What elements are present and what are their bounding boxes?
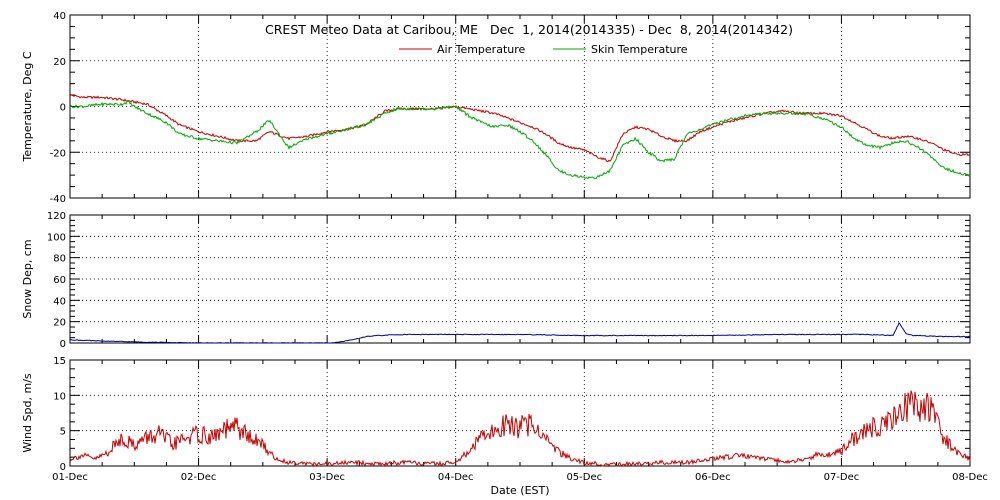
x-tick-label: 01-Dec (52, 472, 88, 483)
x-tick-label: 08-Dec (952, 472, 988, 483)
wind-speed-y-axis-label: Wind Spd, m/s (21, 373, 34, 453)
wind-speed-plot-frame (69, 359, 971, 467)
snow-depth-ytick-label: 0 (60, 339, 66, 350)
temperature-series-line (69, 100, 971, 180)
snow-depth-ytick-label: 60 (53, 275, 66, 286)
x-tick-label: 02-Dec (181, 472, 217, 483)
temperature-panel: Air Temperature Skin Temperature -40 -20 0… (21, 11, 971, 205)
wind-speed-ytick-label: 5 (60, 427, 66, 438)
temperature-ytick-label: -40 (50, 194, 66, 205)
wind-speed-ytick-label: 10 (53, 391, 66, 402)
wind-speed-panel: 0 5 10 15 Wind Spd, m/s (21, 356, 971, 473)
x-axis-label: Date (EST) (490, 484, 549, 497)
snow-depth-panel: 0 20 40 60 80 100 120 Snow Dep, cm (21, 211, 971, 350)
temperature-legend: Air Temperature Skin Temperature (399, 43, 688, 56)
snow-depth-ytick-label: 120 (47, 211, 66, 222)
x-tick-label: 04-Dec (438, 472, 474, 483)
snow-depth-series-line (69, 321, 971, 344)
temperature-series-line (69, 94, 971, 162)
snow-depth-ytick-label: 80 (53, 254, 66, 265)
legend-label-air: Air Temperature (437, 43, 526, 56)
wind-speed-ytick-label: 0 (60, 462, 66, 473)
snow-depth-y-axis-label: Snow Dep, cm (21, 239, 34, 318)
temperature-ytick-label: 0 (60, 103, 66, 114)
x-tick-label: 07-Dec (824, 472, 860, 483)
legend-label-skin: Skin Temperature (591, 43, 688, 56)
temperature-y-axis-label: Temperature, Deg C (21, 51, 34, 162)
snow-depth-ytick-label: 20 (53, 318, 66, 329)
temperature-ytick-label: 40 (53, 11, 66, 22)
snow-depth-ytick-label: 40 (53, 296, 66, 307)
x-tick-label: 05-Dec (566, 472, 602, 483)
x-tick-label: 06-Dec (695, 472, 731, 483)
wind-speed-series-line (69, 390, 971, 468)
snow-depth-ytick-label: 100 (47, 232, 66, 243)
wind-speed-ytick-label: 15 (53, 356, 66, 367)
chart-title: CREST Meteo Data at Caribou, ME Dec 1, 2… (265, 22, 793, 37)
x-tick-label: 03-Dec (309, 472, 345, 483)
temperature-ytick-label: 20 (53, 57, 66, 68)
temperature-ytick-label: -20 (50, 148, 66, 159)
